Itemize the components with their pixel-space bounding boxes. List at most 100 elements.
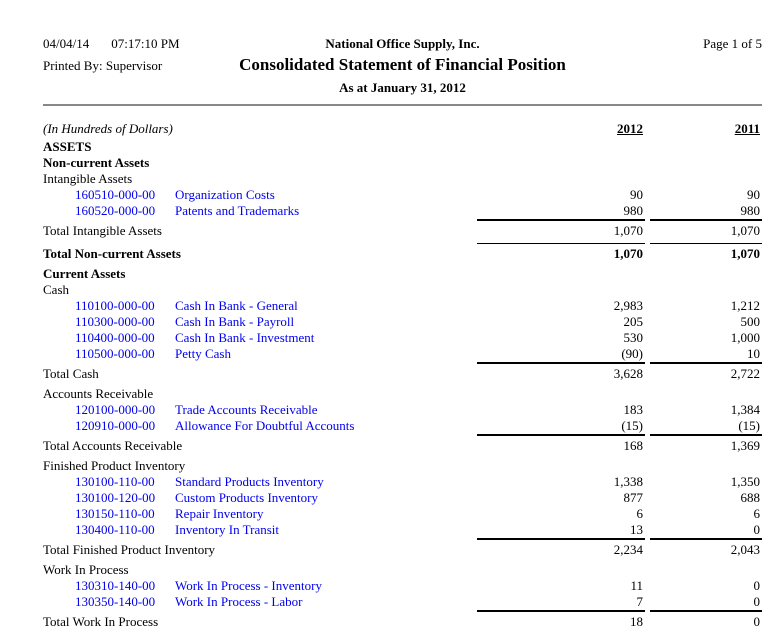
amount-2012: 1,070 bbox=[477, 219, 645, 239]
grandtotal-row: Total Non-current Assets 1,070 1,070 bbox=[43, 243, 762, 262]
amount-2011: 980 bbox=[740, 203, 761, 218]
account-name-link[interactable]: Allowance For Doubtful Accounts bbox=[175, 418, 355, 433]
column-header-row: (In Hundreds of Dollars) 2012 2011 bbox=[43, 121, 762, 139]
total-row: Total Work In Process 18 0 bbox=[43, 610, 762, 630]
column-header-2011: 2011 bbox=[734, 121, 760, 136]
account-code-link[interactable]: 130100-120-00 bbox=[75, 490, 156, 505]
amount-2011: 90 bbox=[747, 187, 760, 202]
section-row: ASSETS bbox=[43, 139, 762, 155]
account-name-link[interactable]: Trade Accounts Receivable bbox=[175, 402, 318, 417]
account-code-link[interactable]: 110300-000-00 bbox=[75, 314, 155, 329]
account-code-link[interactable]: 160510-000-00 bbox=[75, 187, 156, 202]
account-name-link[interactable]: Inventory In Transit bbox=[175, 522, 279, 537]
column-header-2012: 2012 bbox=[617, 121, 643, 136]
account-name-link[interactable]: Organization Costs bbox=[175, 187, 275, 202]
account-name-link[interactable]: Cash In Bank - Payroll bbox=[175, 314, 295, 329]
report-time: 07:17:10 PM bbox=[111, 36, 180, 51]
account-name-link[interactable]: Cash In Bank - General bbox=[175, 298, 298, 313]
account-code-link[interactable]: 160520-000-00 bbox=[75, 203, 156, 218]
account-row: 110400-000-00 Cash In Bank - Investment 53… bbox=[43, 330, 762, 346]
amount-2012: 183 bbox=[623, 402, 644, 417]
section-row: Non-current Assets bbox=[43, 155, 762, 171]
amount-2011: 500 bbox=[740, 314, 761, 329]
amount-2012: 18 bbox=[477, 610, 645, 630]
account-name-link[interactable]: Repair Inventory bbox=[175, 506, 264, 521]
amount-2012: 3,628 bbox=[477, 362, 645, 382]
account-name-link[interactable]: Work In Process - Inventory bbox=[175, 578, 322, 593]
account-code-link[interactable]: 110400-000-00 bbox=[75, 330, 155, 345]
account-name-link[interactable]: Custom Products Inventory bbox=[175, 490, 318, 505]
amount-2012: (15) bbox=[621, 418, 643, 433]
account-row: 160510-000-00 Organization Costs 90 90 bbox=[43, 187, 762, 203]
amount-2012: 1,338 bbox=[613, 474, 643, 489]
report-date: 04/04/14 bbox=[43, 36, 90, 51]
amount-2011: 1,350 bbox=[730, 474, 760, 489]
amount-2012: 530 bbox=[623, 330, 644, 345]
total-label: Total Finished Product Inventory bbox=[43, 542, 216, 557]
account-code-link[interactable]: 130400-110-00 bbox=[75, 522, 155, 537]
total-row: Total Finished Product Inventory 2,234 2,0… bbox=[43, 538, 762, 558]
group-row: Work In Process bbox=[43, 562, 762, 578]
account-label: 160520-000-00 Patents and Trademarks bbox=[43, 203, 477, 219]
amount-2012: 168 bbox=[477, 434, 645, 454]
amount-2011: 1,000 bbox=[730, 330, 760, 345]
account-name-link[interactable]: Cash In Bank - Investment bbox=[175, 330, 315, 345]
amount-2012: 2,983 bbox=[613, 298, 643, 313]
amount-2011: 1,070 bbox=[650, 243, 762, 262]
account-row: 130400-110-00 Inventory In Transit 13 0 bbox=[43, 522, 762, 538]
account-code-link[interactable]: 110500-000-00 bbox=[75, 346, 155, 361]
amount-2011: 2,722 bbox=[650, 362, 762, 382]
amount-2012: 877 bbox=[623, 490, 644, 505]
account-row: 120100-000-00 Trade Accounts Receivable 18… bbox=[43, 402, 762, 418]
account-label: 130150-110-00 Repair Inventory bbox=[43, 506, 477, 522]
account-code-link[interactable]: 110100-000-00 bbox=[75, 298, 155, 313]
account-label: 110400-000-00 Cash In Bank - Investment bbox=[43, 330, 477, 346]
amount-2011: 0 bbox=[753, 594, 761, 609]
total-label: Total Cash bbox=[43, 366, 99, 381]
account-name-link[interactable]: Standard Products Inventory bbox=[175, 474, 324, 489]
group-label: Finished Product Inventory bbox=[43, 458, 186, 473]
amount-2011: 1,070 bbox=[650, 219, 762, 239]
account-code-link[interactable]: 130100-110-00 bbox=[75, 474, 155, 489]
header-rule bbox=[43, 104, 762, 106]
section-label: ASSETS bbox=[43, 139, 92, 154]
amount-2011: 688 bbox=[740, 490, 761, 505]
account-code-link[interactable]: 130150-110-00 bbox=[75, 506, 155, 521]
group-row: Accounts Receivable bbox=[43, 386, 762, 402]
amount-2012: 6 bbox=[636, 506, 644, 521]
account-label: 120100-000-00 Trade Accounts Receivable bbox=[43, 402, 477, 418]
total-row: Total Accounts Receivable 168 1,369 bbox=[43, 434, 762, 454]
account-row: 130100-120-00 Custom Products Inventory 87… bbox=[43, 490, 762, 506]
account-label: 130350-140-00 Work In Process - Labor bbox=[43, 594, 477, 610]
account-label: 130310-140-00 Work In Process - Inventory bbox=[43, 578, 477, 594]
report-header-row2: Printed By: Supervisor Consolidated Stat… bbox=[43, 55, 762, 78]
report-header-row1: 04/04/14 07:17:10 PM National Office Supp… bbox=[43, 36, 762, 55]
amount-2012: 13 bbox=[630, 522, 643, 537]
account-code-link[interactable]: 120100-000-00 bbox=[75, 402, 156, 417]
account-row: 130150-110-00 Repair Inventory 6 6 bbox=[43, 506, 762, 522]
account-name-link[interactable]: Work In Process - Labor bbox=[175, 594, 303, 609]
account-label: 130100-120-00 Custom Products Inventory bbox=[43, 490, 477, 506]
account-code-link[interactable]: 120910-000-00 bbox=[75, 418, 156, 433]
amount-2011: 1,384 bbox=[730, 402, 760, 417]
printed-by: Printed By: Supervisor bbox=[43, 58, 163, 73]
total-label: Total Accounts Receivable bbox=[43, 438, 183, 453]
amount-2012: 1,070 bbox=[477, 243, 645, 262]
amount-2012: (90) bbox=[621, 346, 643, 361]
account-code-link[interactable]: 130350-140-00 bbox=[75, 594, 156, 609]
section-label: Current Assets bbox=[43, 266, 126, 281]
amount-2011: 6 bbox=[753, 506, 761, 521]
account-label: 120910-000-00 Allowance For Doubtful Acco… bbox=[43, 418, 477, 434]
account-row: 130100-110-00 Standard Products Inventory… bbox=[43, 474, 762, 490]
account-label: 130400-110-00 Inventory In Transit bbox=[43, 522, 477, 538]
report-title: Consolidated Statement of Financial Posi… bbox=[239, 55, 566, 74]
account-code-link[interactable]: 130310-140-00 bbox=[75, 578, 156, 593]
amount-2012: 205 bbox=[623, 314, 644, 329]
amount-2011: 2,043 bbox=[650, 538, 762, 558]
account-name-link[interactable]: Patents and Trademarks bbox=[175, 203, 300, 218]
amount-2011: 0 bbox=[753, 578, 761, 593]
group-label: Work In Process bbox=[43, 562, 129, 577]
group-label: Accounts Receivable bbox=[43, 386, 154, 401]
account-name-link[interactable]: Petty Cash bbox=[175, 346, 231, 361]
